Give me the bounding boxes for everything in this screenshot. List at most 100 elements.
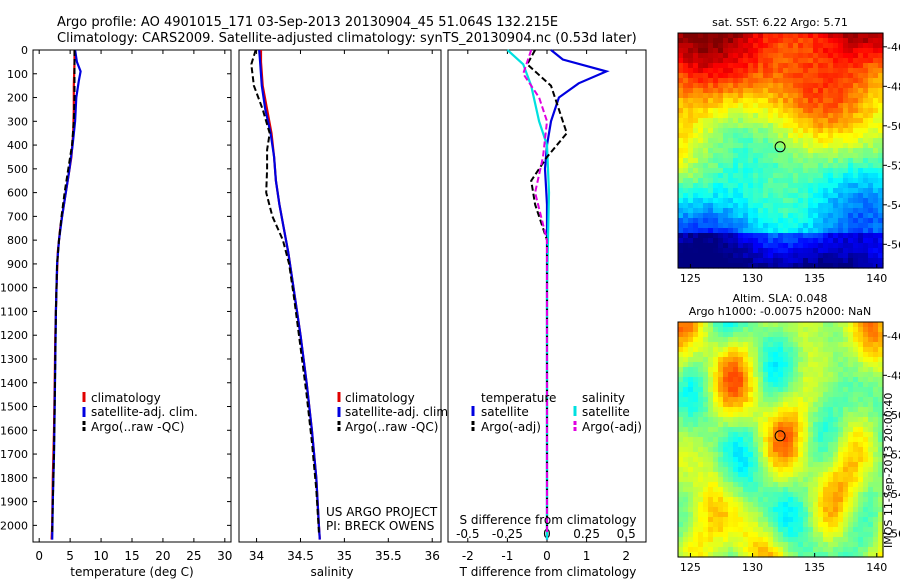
heatmap-cell (788, 457, 794, 463)
heatmap-cell (678, 387, 684, 393)
heatmap-cell (778, 63, 784, 69)
legend-argo: Argo(..raw -QC) (91, 420, 184, 434)
heatmap-cell (763, 492, 769, 498)
heatmap-cell (858, 43, 864, 49)
heatmap-cell (843, 372, 849, 378)
heatmap-cell (683, 522, 689, 528)
heatmap-cell (833, 123, 839, 129)
heatmap-cell (738, 158, 744, 164)
heatmap-cell (728, 243, 734, 249)
heatmap-cell (718, 208, 724, 214)
heatmap-cell (698, 113, 704, 119)
heatmap-cell (788, 173, 794, 179)
heatmap-cell (768, 417, 774, 423)
heatmap-cell (708, 517, 714, 523)
heatmap-cell (703, 58, 709, 64)
heatmap-cell (778, 58, 784, 64)
heatmap-cell (763, 352, 769, 358)
heatmap-cell (828, 233, 834, 239)
heatmap-cell (783, 377, 789, 383)
heatmap-cell (768, 332, 774, 338)
heatmap-cell (783, 153, 789, 159)
heatmap-cell (693, 148, 699, 154)
heatmap-cell (708, 58, 714, 64)
heatmap-cell (723, 542, 729, 548)
heatmap-cell (708, 108, 714, 114)
heatmap-cell (688, 58, 694, 64)
heatmap-cell (733, 68, 739, 74)
heatmap-cell (753, 452, 759, 458)
heatmap-cell (838, 422, 844, 428)
heatmap-cell (768, 532, 774, 538)
heatmap-cell (753, 542, 759, 548)
heatmap-cell (698, 432, 704, 438)
heatmap-cell (858, 163, 864, 169)
heatmap-cell (753, 203, 759, 209)
heatmap-cell (718, 93, 724, 99)
heatmap-cell (723, 138, 729, 144)
heatmap-cell (788, 258, 794, 264)
heatmap-cell (688, 63, 694, 69)
heatmap-cell (858, 507, 864, 513)
heatmap-cell (868, 68, 874, 74)
heatmap-cell (743, 198, 749, 204)
heatmap-cell (738, 63, 744, 69)
heatmap-cell (708, 342, 714, 348)
heatmap-cell (723, 193, 729, 199)
heatmap-cell (713, 482, 719, 488)
heatmap-cell (728, 78, 734, 84)
heatmap-cell (753, 238, 759, 244)
heatmap-cell (833, 38, 839, 44)
heatmap-cell (778, 527, 784, 533)
heatmap-cell (773, 198, 779, 204)
heatmap-cell (688, 188, 694, 194)
heatmap-cell (788, 332, 794, 338)
heatmap-cell (833, 138, 839, 144)
heatmap-cell (793, 148, 799, 154)
heatmap-cell (793, 552, 799, 558)
heatmap-cell (763, 53, 769, 59)
heatmap-cell (813, 512, 819, 518)
heatmap-cell (738, 502, 744, 508)
heatmap-cell (753, 327, 759, 333)
heatmap-cell (843, 33, 849, 39)
heatmap-cell (738, 113, 744, 119)
heatmap-cell (763, 432, 769, 438)
heatmap-cell (793, 547, 799, 553)
heatmap-cell (688, 248, 694, 254)
heatmap-cell (878, 73, 884, 79)
heatmap-cell (843, 447, 849, 453)
heatmap-cell (733, 208, 739, 214)
heatmap-cell (828, 158, 834, 164)
heatmap-cell (773, 48, 779, 54)
heatmap-cell (863, 537, 869, 543)
heatmap-cell (713, 407, 719, 413)
heatmap-cell (858, 198, 864, 204)
heatmap-cell (788, 417, 794, 423)
heatmap-cell (733, 457, 739, 463)
heatmap-cell (738, 218, 744, 224)
heatmap-cell (723, 492, 729, 498)
heatmap-cell (783, 352, 789, 358)
heatmap-cell (678, 352, 684, 358)
heatmap-cell (833, 133, 839, 139)
heatmap-cell (818, 58, 824, 64)
heatmap-cell (873, 397, 879, 403)
heatmap-cell (778, 537, 784, 543)
heatmap-cell (848, 83, 854, 89)
heatmap-cell (678, 382, 684, 388)
heatmap-cell (818, 148, 824, 154)
heatmap-cell (858, 522, 864, 528)
heatmap-cell (773, 193, 779, 199)
heatmap-cell (703, 173, 709, 179)
heatmap-cell (753, 447, 759, 453)
map-lat-label: -46 (887, 41, 900, 54)
heatmap-cell (678, 347, 684, 353)
heatmap-cell (778, 43, 784, 49)
heatmap-cell (763, 248, 769, 254)
heatmap-cell (878, 532, 884, 538)
heatmap-cell (728, 58, 734, 64)
heatmap-cell (788, 88, 794, 94)
heatmap-cell (868, 337, 874, 343)
heatmap-cell (858, 258, 864, 264)
